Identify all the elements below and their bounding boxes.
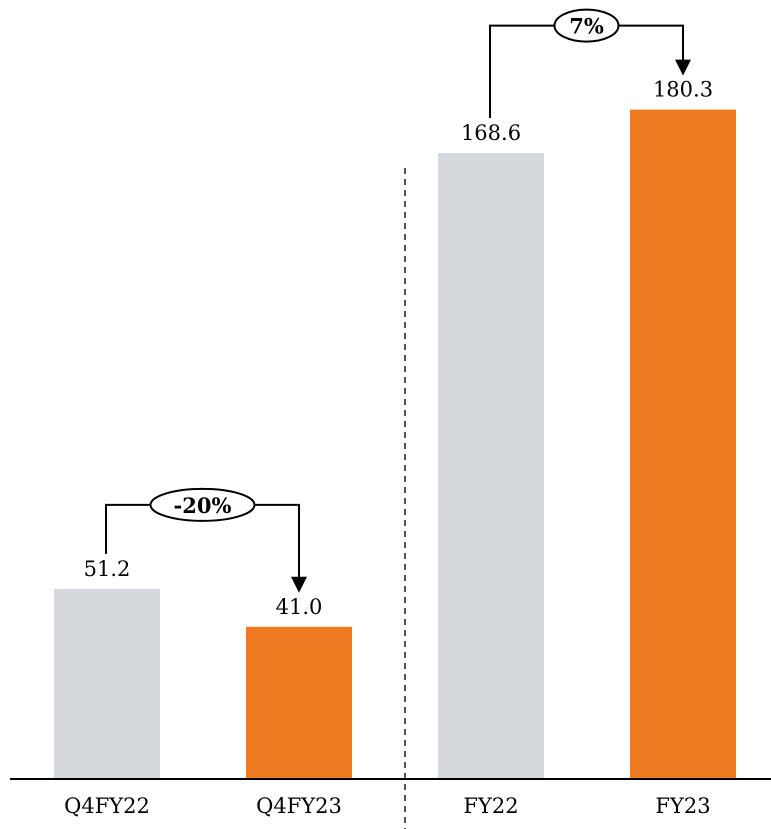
change-annual-label: 7% — [569, 14, 604, 39]
category-label-fy22: FY22 — [463, 794, 518, 818]
change-annual-badge — [553, 8, 620, 43]
change-annual-annotation: 7% — [489, 8, 691, 119]
bar-q4fy23 — [246, 626, 352, 779]
category-label-q4fy22: Q4FY22 — [64, 794, 150, 818]
change-quarterly-label: -20% — [174, 493, 232, 518]
value-label-fy23: 180.3 — [653, 78, 713, 102]
arrow-down-icon — [291, 576, 307, 593]
value-label-q4fy22: 51.2 — [84, 557, 131, 581]
value-label-q4fy23: 41.0 — [276, 595, 323, 619]
bar-fy22 — [438, 153, 544, 780]
arrow-down-icon — [675, 59, 691, 76]
change-quarterly-annotation: -20% — [105, 487, 307, 593]
value-label-fy22: 168.6 — [461, 121, 521, 145]
bar-fy23 — [630, 109, 736, 779]
bar-q4fy22 — [54, 588, 160, 779]
category-label-q4fy23: Q4FY23 — [256, 794, 342, 818]
change-quarterly-badge — [149, 487, 256, 522]
category-label-fy23: FY23 — [655, 794, 710, 818]
